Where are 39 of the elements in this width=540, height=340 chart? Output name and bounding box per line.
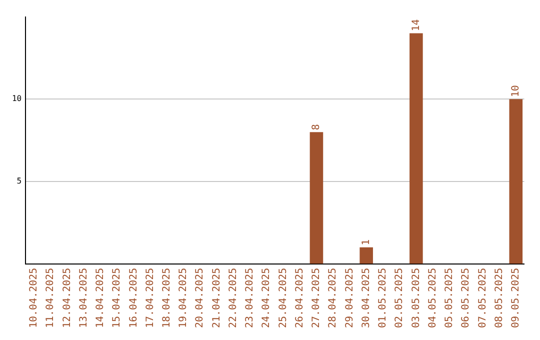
x-tick-label: 06.05.2025 [460,268,472,328]
data-label: 1 [360,239,372,246]
x-tick-label: 30.04.2025 [360,268,372,328]
x-tick-label: 26.04.2025 [294,268,306,328]
x-tick-label: 22.04.2025 [228,268,239,328]
data-label: 8 [311,124,322,130]
x-tick-label: 07.05.2025 [477,268,488,328]
x-tick-label: 14.04.2025 [95,268,106,328]
x-tick-label: 12.04.2025 [62,268,73,328]
x-tick-label: 08.05.2025 [494,268,505,328]
x-tick-label: 23.04.2025 [244,268,256,328]
x-tick-label: 18.04.2025 [161,268,172,328]
bar [509,99,523,264]
x-tick-label: 25.04.2025 [278,268,289,328]
x-tick-label: 17.04.2025 [144,268,156,328]
x-tick-label: 11.04.2025 [45,268,56,328]
x-tick-label: 15.04.2025 [112,268,123,328]
x-tick-label: 16.04.2025 [128,268,140,328]
x-tick-label: 27.04.2025 [311,268,322,328]
x-tick-label: 04.05.2025 [427,268,438,328]
data-label: 14 [410,19,422,32]
x-tick-label: 20.04.2025 [194,268,206,328]
x-tick-label: 03.05.2025 [410,268,422,328]
bar [360,247,373,264]
x-tick-label: 10.04.2025 [28,268,40,328]
x-tick-label: 01.05.2025 [378,268,389,328]
x-tick-label: 24.04.2025 [261,268,272,328]
x-tick-label: 05.05.2025 [444,268,456,328]
x-tick-label: 19.04.2025 [178,268,190,328]
bar [310,132,324,264]
x-tick-label: 21.04.2025 [211,268,222,328]
x-tick-label: 28.04.2025 [328,268,339,328]
y-tick-label: 5 [16,176,22,186]
x-tick-label: 02.05.2025 [394,268,406,328]
data-label: 10 [510,85,522,98]
x-tick-label: 09.05.2025 [510,268,522,328]
bar [410,33,423,264]
x-tick-label: 13.04.2025 [78,268,90,328]
x-tick-label: 29.04.2025 [344,268,356,328]
